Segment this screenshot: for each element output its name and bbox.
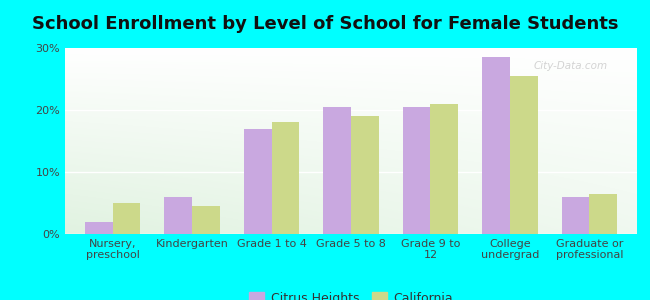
Bar (482, 57, 510, 234)
Bar (510, 76, 538, 234)
Bar (323, 107, 351, 234)
Bar (590, 194, 617, 234)
Text: School Enrollment by Level of School for Female Students: School Enrollment by Level of School for… (32, 15, 618, 33)
Legend: Citrus Heights, California: Citrus Heights, California (250, 292, 452, 300)
Bar (430, 104, 458, 234)
Text: City-Data.com: City-Data.com (534, 61, 608, 71)
Bar (192, 206, 220, 234)
Bar (164, 197, 192, 234)
Bar (562, 197, 590, 234)
Bar (351, 116, 379, 234)
Bar (244, 129, 272, 234)
Bar (402, 107, 430, 234)
Bar (112, 203, 140, 234)
Bar (272, 122, 300, 234)
Bar (85, 222, 112, 234)
